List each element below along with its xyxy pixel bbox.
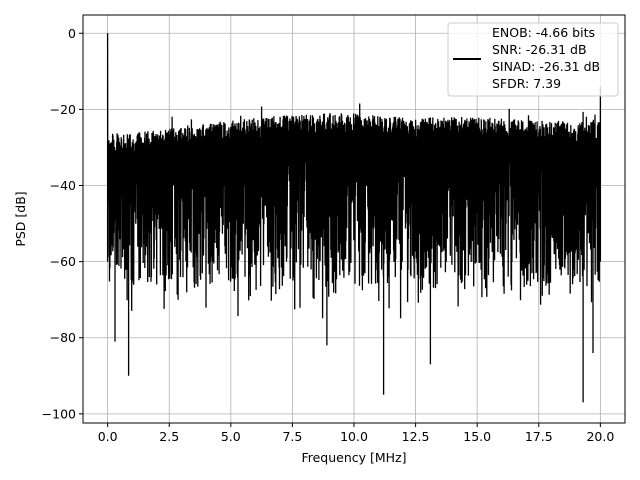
legend-box <box>447 22 619 97</box>
legend: ENOB: -4.66 bits SNR: -26.31 dB SINAD: -… <box>447 22 619 97</box>
x-tick-label: 17.5 <box>525 429 553 444</box>
psd-line <box>106 33 602 403</box>
y-tick-label: −100 <box>42 406 76 421</box>
x-tick-label: 10.0 <box>340 429 368 444</box>
ticks: 0.0 2.5 5.0 7.5 10.0 12.5 15.0 17.5 20.0 0 −20 −40 −… <box>42 26 615 444</box>
legend-enob: ENOB: -4.66 bits <box>492 25 595 40</box>
x-tick-label: 0.0 <box>98 429 118 444</box>
y-tick-label: −20 <box>50 102 76 117</box>
legend-snr: SNR: -26.31 dB <box>492 42 587 57</box>
y-axis-label: PSD [dB] <box>13 191 28 246</box>
y-tick-label: −40 <box>50 178 76 193</box>
y-tick-label: −60 <box>50 254 76 269</box>
y-tick-label: 0 <box>68 26 76 41</box>
legend-sinad: SINAD: -26.31 dB <box>492 59 600 74</box>
x-tick-label: 5.0 <box>221 429 241 444</box>
x-tick-label: 12.5 <box>402 429 430 444</box>
x-tick-label: 2.5 <box>159 429 179 444</box>
x-tick-label: 7.5 <box>282 429 302 444</box>
legend-sfdr: SFDR: 7.39 <box>492 76 561 91</box>
x-tick-label: 20.0 <box>586 429 614 444</box>
x-axis-label: Frequency [MHz] <box>301 450 406 465</box>
x-tick-label: 15.0 <box>463 429 491 444</box>
y-tick-label: −80 <box>50 330 76 345</box>
